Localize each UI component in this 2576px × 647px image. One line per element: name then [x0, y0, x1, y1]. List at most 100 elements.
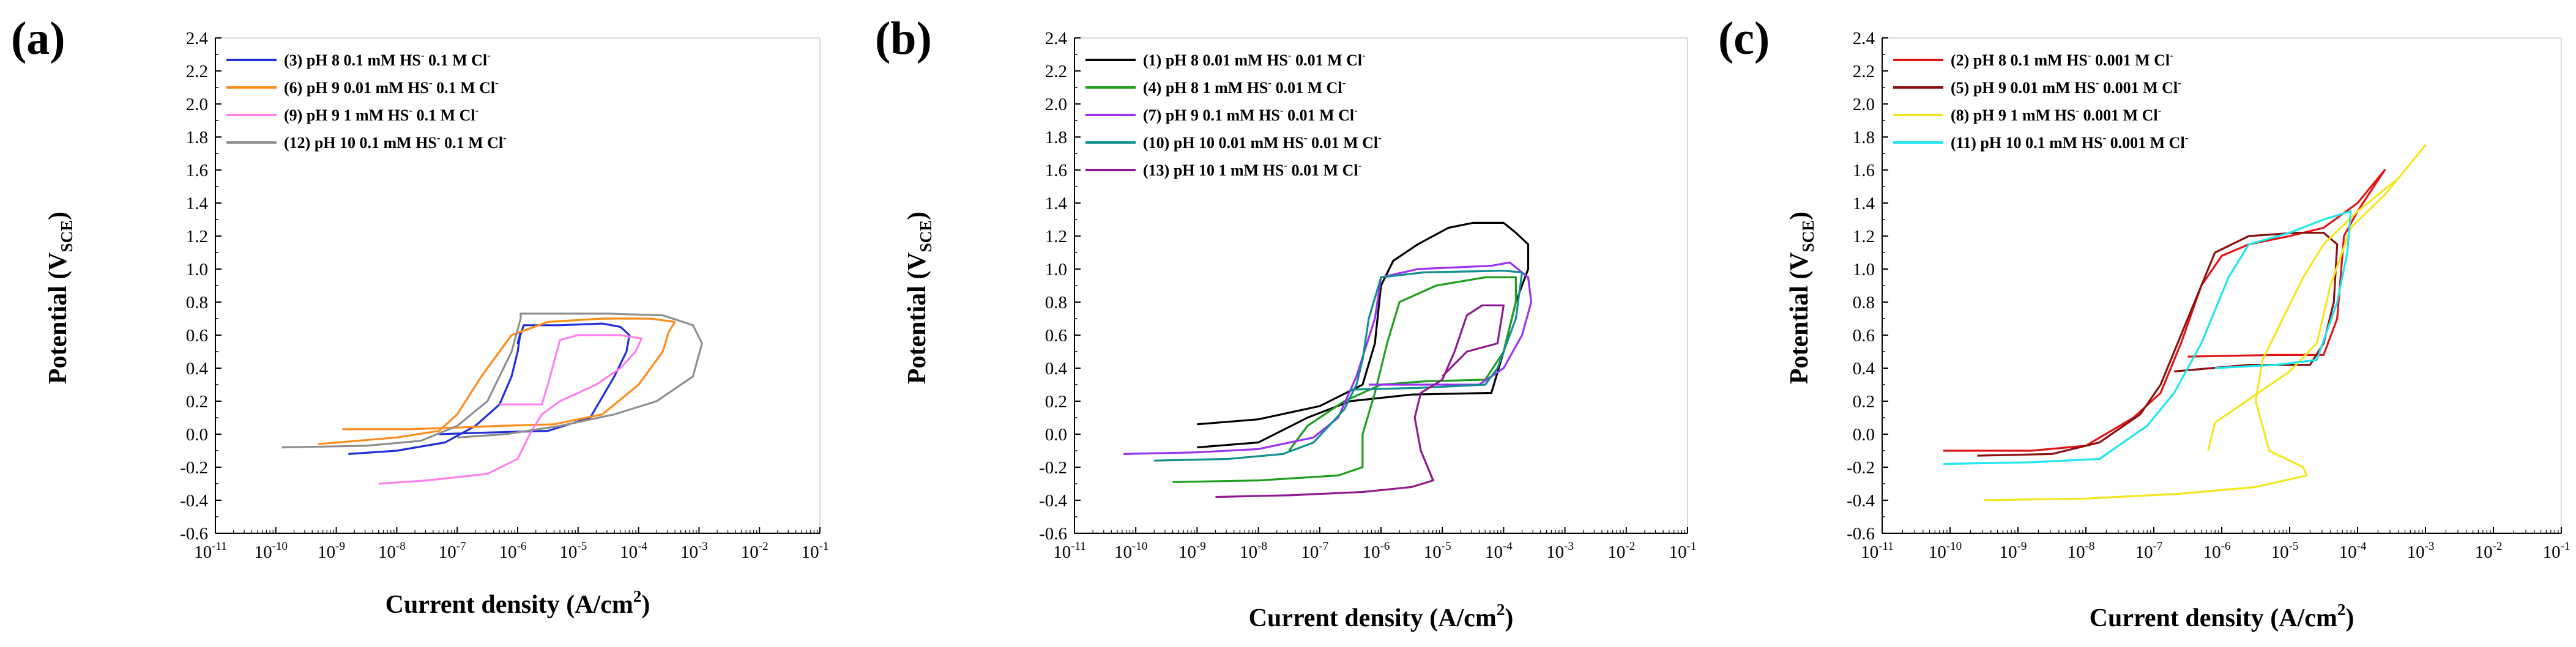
legend-label-cont: 0.01 M Cl [1271, 79, 1342, 97]
x-tick-base: 10 [802, 542, 819, 562]
y-tick-label: 2.2 [1853, 62, 1875, 81]
legend-label-cont: 0.01 M Cl [1287, 161, 1358, 179]
legend-number: (7) [1143, 106, 1166, 124]
y-tick-label: 1.8 [1853, 128, 1875, 147]
legend-label-cont: 0.01 M Cl [1308, 134, 1379, 152]
x-tick-base: 10 [255, 542, 272, 562]
x-tick-base: 10 [378, 542, 396, 562]
y-axis-title-end: ) [44, 212, 72, 220]
x-tick-exponent: -2 [2493, 540, 2503, 553]
y-axis-title: Potential (VSCE) [1785, 212, 1817, 384]
x-tick-label: 10-3 [1546, 540, 1574, 562]
x-tick-label: 10-5 [559, 540, 587, 562]
y-tick-label: 0.6 [1853, 326, 1875, 346]
y-axis-title-end: ) [1785, 212, 1814, 220]
legend-label-cont: 0.001 M Cl [2091, 51, 2170, 69]
legend-number: (2) [1951, 51, 1973, 69]
legend-number: (11) [1951, 134, 1980, 152]
x-axis-title: Current density (A/cm2) [1249, 601, 1514, 632]
chart-panel-2: (b) -0.6 -0.4 -0.2 0.0 0.2 0.4 0.6 0.8 1.0 1.2 1.4 1… [875, 13, 1696, 632]
y-tick-label: 0.2 [1853, 392, 1875, 412]
x-tick-exponent: -4 [2357, 540, 2367, 553]
legend-label-sup2: - [1358, 160, 1362, 171]
series-line-12 [281, 312, 703, 449]
x-tick-base: 10 [499, 542, 517, 562]
legend-label-sup: - [1280, 105, 1284, 116]
x-tick-label: 10-6 [499, 540, 527, 562]
legend-label: pH 8 0.01 mM HS [1166, 51, 1288, 69]
series-line-5 [1977, 232, 2339, 457]
x-tick-exponent: -9 [335, 540, 345, 553]
series-line-13 [1215, 304, 1505, 498]
legend-entry: (4) pH 8 1 mM HS- 0.01 M Cl- [1143, 77, 1346, 97]
x-tick-label: 10-2 [741, 540, 769, 562]
x-tick-base: 10 [1053, 542, 1071, 562]
y-tick-label: 1.6 [186, 161, 208, 180]
x-tick-base: 10 [2339, 542, 2357, 562]
x-tick-base: 10 [1607, 542, 1625, 562]
legend-label: pH 10 1 mM HS [1174, 161, 1284, 179]
legend-label-sup: - [2096, 77, 2099, 89]
x-tick-exponent: -10 [272, 540, 288, 553]
x-tick-exponent: -8 [2085, 540, 2095, 553]
y-axis-title-end: ) [903, 212, 931, 220]
x-tick-exponent: -11 [212, 540, 227, 553]
legend-label-cont: 0.1 M Cl [412, 106, 475, 124]
series-line-6 [318, 317, 676, 445]
legend-entry: (6) pH 9 0.01 mM HS- 0.1 M Cl- [284, 77, 499, 97]
x-tick-exponent: -5 [577, 540, 587, 553]
x-axis-title-main: Current density (A/cm [1249, 604, 1497, 632]
y-tick-label: -0.6 [180, 524, 208, 544]
legend-label: pH 10 0.01 mM HS [1174, 134, 1304, 152]
x-tick-base: 10 [2203, 542, 2221, 562]
y-tick-label: 0.2 [1045, 392, 1067, 412]
x-tick-base: 10 [1424, 542, 1442, 562]
y-tick-label: 0.2 [186, 392, 208, 412]
x-tick-base: 10 [1301, 542, 1319, 562]
legend-label-sup: - [1268, 77, 1271, 89]
x-tick-exponent: -1 [819, 540, 829, 553]
legend-label: pH 9 0.01 mM HS [307, 79, 429, 97]
x-tick-exponent: -7 [456, 540, 466, 553]
legend-label-sup2: - [1342, 77, 1346, 89]
y-tick-label: -0.2 [1847, 458, 1875, 478]
x-axis-title: Current density (A/cm2) [385, 587, 650, 619]
y-tick-label: 1.2 [1045, 227, 1067, 246]
legend-label-cont: 0.1 M Cl [441, 134, 504, 152]
x-tick-base: 10 [2068, 542, 2085, 562]
x-tick-exponent: -2 [1625, 540, 1635, 553]
legend-label-sup2: - [487, 50, 491, 61]
panel-label: (b) [875, 13, 932, 64]
x-tick-base: 10 [1929, 542, 1946, 562]
legend-entry: (5) pH 9 0.01 mM HS- 0.001 M Cl- [1951, 77, 2181, 97]
x-tick-label: 10-10 [1929, 540, 1962, 562]
legend-label-cont: 0.01 M Cl [1292, 51, 1363, 69]
series-line-7 [1123, 261, 1533, 455]
x-tick-base: 10 [2271, 542, 2289, 562]
x-tick-label: 10-4 [1485, 540, 1513, 562]
x-tick-label: 10-4 [2339, 540, 2367, 562]
y-tick-label: 1.8 [186, 128, 208, 147]
legend-entry: (7) pH 9 0.1 mM HS- 0.01 M Cl- [1143, 105, 1358, 124]
x-tick-label: 10-8 [2068, 540, 2095, 562]
y-axis-title-sub: SCE [58, 220, 76, 253]
x-tick-exponent: -2 [759, 540, 769, 553]
legend-label-sup2: - [495, 77, 499, 89]
legend-label: pH 8 1 mM HS [1166, 79, 1268, 97]
legend-entry: (3) pH 8 0.1 mM HS- 0.1 M Cl- [284, 50, 491, 69]
y-tick-label: 2.0 [1045, 95, 1067, 114]
x-tick-base: 10 [1669, 542, 1687, 562]
legend-entry: (11) pH 10 0.1 mM HS- 0.001 M Cl- [1951, 132, 2189, 152]
y-axis-title-main: Potential (V [903, 252, 931, 384]
x-tick-label: 10-9 [1178, 540, 1206, 562]
y-tick-label: 0.4 [1853, 359, 1875, 379]
x-tick-base: 10 [1363, 542, 1380, 562]
x-tick-exponent: -1 [2561, 540, 2570, 553]
x-tick-label: 10-1 [1669, 540, 1697, 562]
x-tick-base: 10 [439, 542, 456, 562]
x-tick-label: 10-11 [1861, 540, 1894, 562]
x-tick-label: 10-9 [318, 540, 345, 562]
y-tick-label: -0.4 [1039, 491, 1067, 511]
y-tick-label: 1.4 [1853, 194, 1875, 213]
